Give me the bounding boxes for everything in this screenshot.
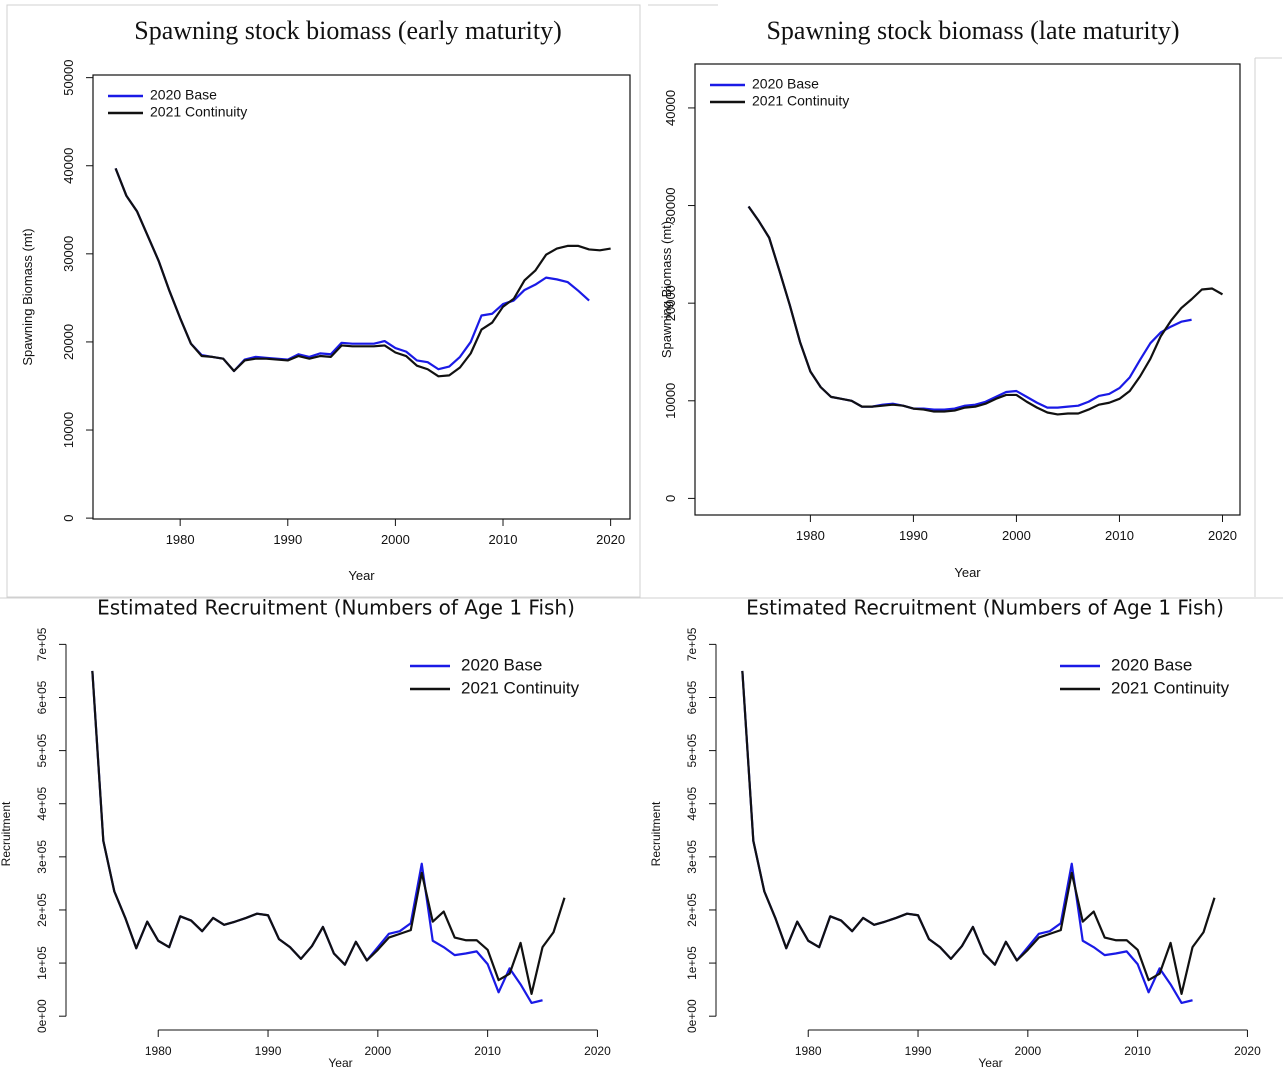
x-tick-label: 2020 bbox=[584, 1044, 611, 1058]
legend-label: 2020 Base bbox=[1111, 655, 1192, 674]
y-tick-label: 10000 bbox=[61, 412, 76, 448]
x-axis-label: Year bbox=[954, 565, 981, 580]
x-tick-label: 2010 bbox=[489, 532, 518, 547]
y-tick-label: 0 bbox=[61, 515, 76, 522]
x-tick-label: 1980 bbox=[796, 528, 825, 543]
y-tick-label: 4e+05 bbox=[35, 787, 49, 821]
x-tick-label: 1980 bbox=[795, 1044, 822, 1058]
x-tick-label: 2020 bbox=[1208, 528, 1237, 543]
x-tick-label: 1980 bbox=[166, 532, 195, 547]
y-tick-label: 3e+05 bbox=[35, 840, 49, 874]
y-tick-label: 6e+05 bbox=[685, 680, 699, 714]
plot-box bbox=[694, 63, 1241, 516]
y-tick-label: 40000 bbox=[663, 90, 678, 126]
plot-box bbox=[92, 74, 631, 520]
legend-label: 2021 Continuity bbox=[150, 104, 247, 120]
y-tick-label: 5e+05 bbox=[685, 733, 699, 767]
chart-title: Estimated Recruitment (Numbers of Age 1 … bbox=[97, 596, 575, 620]
x-axis-label: Year bbox=[348, 568, 375, 583]
x-tick-label: 2020 bbox=[596, 532, 625, 547]
x-tick-label: 1990 bbox=[899, 528, 928, 543]
y-tick-label: 30000 bbox=[61, 236, 76, 272]
x-tick-label: 2010 bbox=[1105, 528, 1134, 543]
y-tick-label: 3e+05 bbox=[685, 840, 699, 874]
series-line bbox=[741, 670, 1216, 995]
x-tick-label: 2020 bbox=[1234, 1044, 1261, 1058]
series-line bbox=[747, 205, 1224, 416]
x-tick-label: 2000 bbox=[381, 532, 410, 547]
y-tick-label: 2e+05 bbox=[35, 893, 49, 927]
legend-label: 2021 Continuity bbox=[1111, 678, 1230, 697]
chart-title: Estimated Recruitment (Numbers of Age 1 … bbox=[746, 596, 1224, 620]
y-tick-label: 2e+05 bbox=[685, 893, 699, 927]
y-tick-label: 5e+05 bbox=[35, 733, 49, 767]
series-line bbox=[114, 167, 611, 378]
legend-label: 2020 Base bbox=[752, 76, 819, 92]
x-tick-label: 2010 bbox=[474, 1044, 501, 1058]
y-axis-label: Recruitment bbox=[649, 801, 663, 866]
x-tick-label: 1990 bbox=[255, 1044, 282, 1058]
x-tick-label: 2010 bbox=[1124, 1044, 1151, 1058]
x-tick-label: 2000 bbox=[364, 1044, 391, 1058]
series-line bbox=[114, 167, 590, 373]
y-tick-label: 7e+05 bbox=[685, 627, 699, 661]
chart-title: Spawning stock biomass (late maturity) bbox=[766, 16, 1179, 45]
y-axis-label: Spawning Biomass (mt) bbox=[659, 221, 674, 358]
legend-label: 2020 Base bbox=[461, 655, 542, 674]
series-line bbox=[741, 670, 1193, 1005]
y-tick-label: 50000 bbox=[61, 60, 76, 96]
y-axis-label: Recruitment bbox=[0, 801, 13, 866]
y-tick-label: 10000 bbox=[663, 383, 678, 419]
y-tick-label: 30000 bbox=[663, 187, 678, 223]
chart-title: Spawning stock biomass (early maturity) bbox=[134, 16, 561, 45]
y-tick-label: 0 bbox=[663, 495, 678, 502]
x-axis-label: Year bbox=[978, 1056, 1002, 1070]
y-tick-label: 1e+05 bbox=[685, 946, 699, 980]
x-tick-label: 1980 bbox=[145, 1044, 172, 1058]
y-tick-label: 20000 bbox=[61, 324, 76, 360]
series-line bbox=[91, 670, 543, 1005]
x-tick-label: 1990 bbox=[273, 532, 302, 547]
x-tick-label: 1990 bbox=[905, 1044, 932, 1058]
y-tick-label: 6e+05 bbox=[35, 680, 49, 714]
x-axis-label: Year bbox=[328, 1056, 352, 1070]
y-tick-label: 7e+05 bbox=[35, 627, 49, 661]
y-tick-label: 0e+00 bbox=[685, 999, 699, 1033]
y-tick-label: 40000 bbox=[61, 148, 76, 184]
series-line bbox=[91, 670, 566, 995]
y-tick-label: 20000 bbox=[663, 285, 678, 321]
y-tick-label: 4e+05 bbox=[685, 787, 699, 821]
y-axis-label: Spawning Biomass (mt) bbox=[20, 228, 35, 365]
y-tick-label: 0e+00 bbox=[35, 999, 49, 1033]
legend-label: 2020 Base bbox=[150, 87, 217, 103]
legend-label: 2021 Continuity bbox=[461, 678, 580, 697]
x-tick-label: 2000 bbox=[1002, 528, 1031, 543]
panel-frame bbox=[6, 4, 641, 598]
x-tick-label: 2000 bbox=[1014, 1044, 1041, 1058]
legend-label: 2021 Continuity bbox=[752, 93, 849, 109]
y-tick-label: 1e+05 bbox=[35, 946, 49, 980]
